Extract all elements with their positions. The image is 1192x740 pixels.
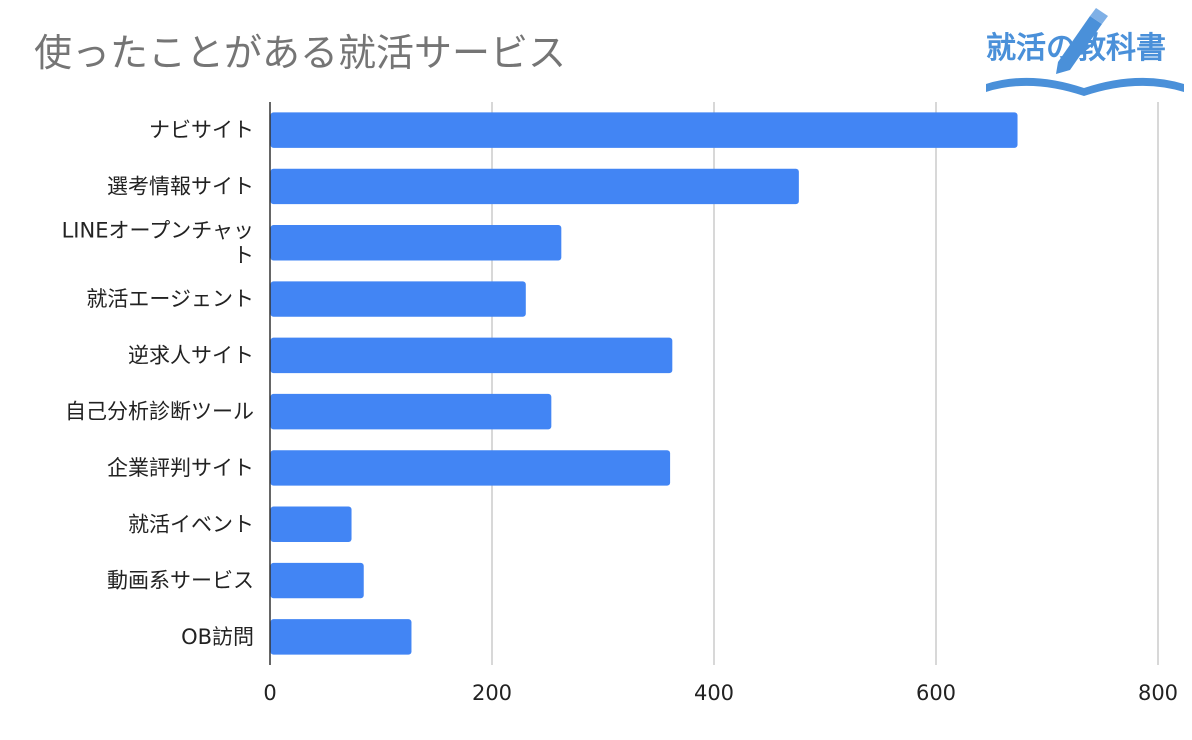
- book-icon: [986, 77, 1184, 96]
- bar: [270, 619, 412, 655]
- x-tick-label: 800: [1138, 681, 1178, 705]
- category-label: LINEオープンチャッ: [62, 218, 254, 242]
- bar: [270, 281, 526, 317]
- category-label: ト: [233, 243, 254, 267]
- category-label: 企業評判サイト: [107, 456, 254, 480]
- category-label: 自己分析診断ツール: [65, 400, 254, 424]
- x-tick-label: 200: [472, 681, 512, 705]
- bar: [270, 168, 799, 205]
- x-tick-label: 600: [916, 681, 956, 705]
- bars: [270, 112, 1018, 655]
- category-label: 就活イベント: [128, 512, 254, 536]
- x-axis-ticks: 0 200 400 600 800: [263, 681, 1178, 705]
- category-label: 就活エージェント: [86, 287, 254, 311]
- logo: 就活の教科書: [986, 8, 1184, 96]
- category-label: 動画系サービス: [107, 569, 254, 593]
- category-label: OB訪問: [181, 625, 254, 649]
- bar: [270, 112, 1018, 148]
- bar: [270, 393, 552, 430]
- category-label: 選考情報サイト: [107, 174, 254, 198]
- x-tick-label: 400: [694, 681, 734, 705]
- bar: [270, 225, 562, 261]
- x-tick-label: 0: [263, 681, 276, 705]
- category-label: 逆求人サイト: [128, 343, 254, 367]
- pen-icon: [1056, 8, 1108, 74]
- bar: [270, 562, 364, 599]
- chart-title: 使ったことがある就活サービス: [34, 31, 566, 75]
- bar: [270, 337, 673, 374]
- logo-text: 就活の教科書: [986, 31, 1166, 66]
- bar: [270, 506, 352, 542]
- category-label: ナビサイト: [149, 118, 254, 142]
- bar: [270, 450, 671, 486]
